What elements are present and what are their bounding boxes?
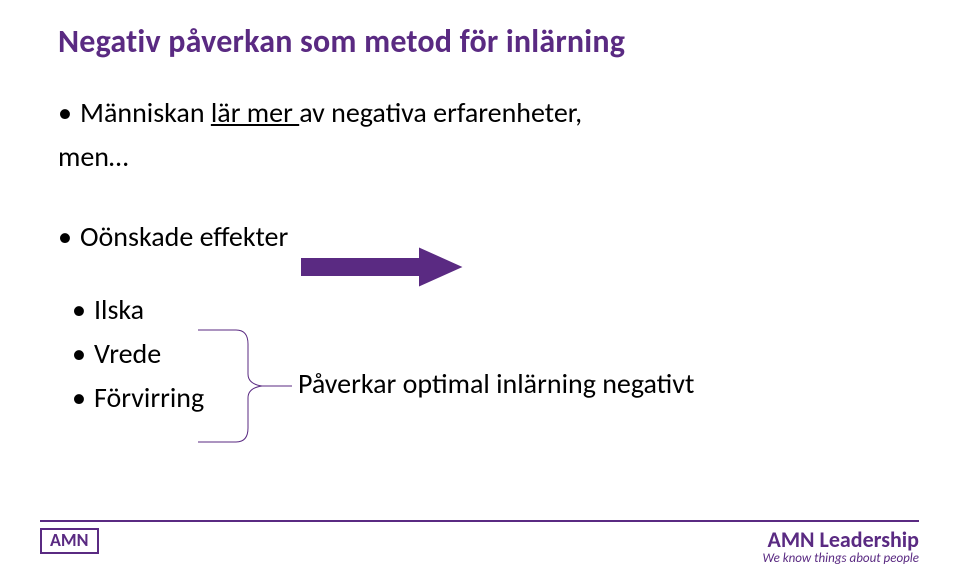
arrow-path xyxy=(302,249,460,285)
bullet-dot: • xyxy=(58,94,80,132)
footer-divider xyxy=(40,520,919,522)
bullet-dot: • xyxy=(72,379,94,417)
footer-row: AMN AMN Leadership We know things about … xyxy=(40,528,919,566)
brand-block: AMN Leadership We know things about peop… xyxy=(763,528,919,566)
arrow-icon xyxy=(300,245,470,289)
footer: AMN AMN Leadership We know things about … xyxy=(0,520,959,566)
sub-a: • Ilska xyxy=(72,291,582,329)
brand-name: AMN Leadership xyxy=(763,528,919,551)
bracket-label: Påverkar optimal inlärning negativt xyxy=(298,366,694,401)
bullet-dot: • xyxy=(72,291,94,329)
logo-box: AMN xyxy=(40,528,99,555)
bullet-1-text: Människan lär mer av negativa erfarenhet… xyxy=(80,94,582,132)
bullet-1: • Människan lär mer av negativa erfarenh… xyxy=(58,94,582,132)
b1-under: lär mer xyxy=(211,95,299,130)
sub-a-text: Ilska xyxy=(94,291,144,329)
b1-post: av negativa erfarenheter, xyxy=(299,95,582,130)
sub-b-text: Vrede xyxy=(94,335,161,373)
sub-c-text: Förvirring xyxy=(94,379,204,417)
slide-title: Negativ påverkan som metod för inlärning xyxy=(58,22,625,61)
b2-text: Oönskade effekter xyxy=(80,218,288,256)
bullet-dot: • xyxy=(58,218,80,256)
bracket-icon xyxy=(196,326,296,446)
bullet-dot: • xyxy=(72,335,94,373)
b1-pre: Människan xyxy=(80,95,211,130)
brand-tagline: We know things about people xyxy=(763,552,919,566)
b1b: men… xyxy=(58,138,128,176)
bullet-1-cont: men… xyxy=(58,138,582,176)
